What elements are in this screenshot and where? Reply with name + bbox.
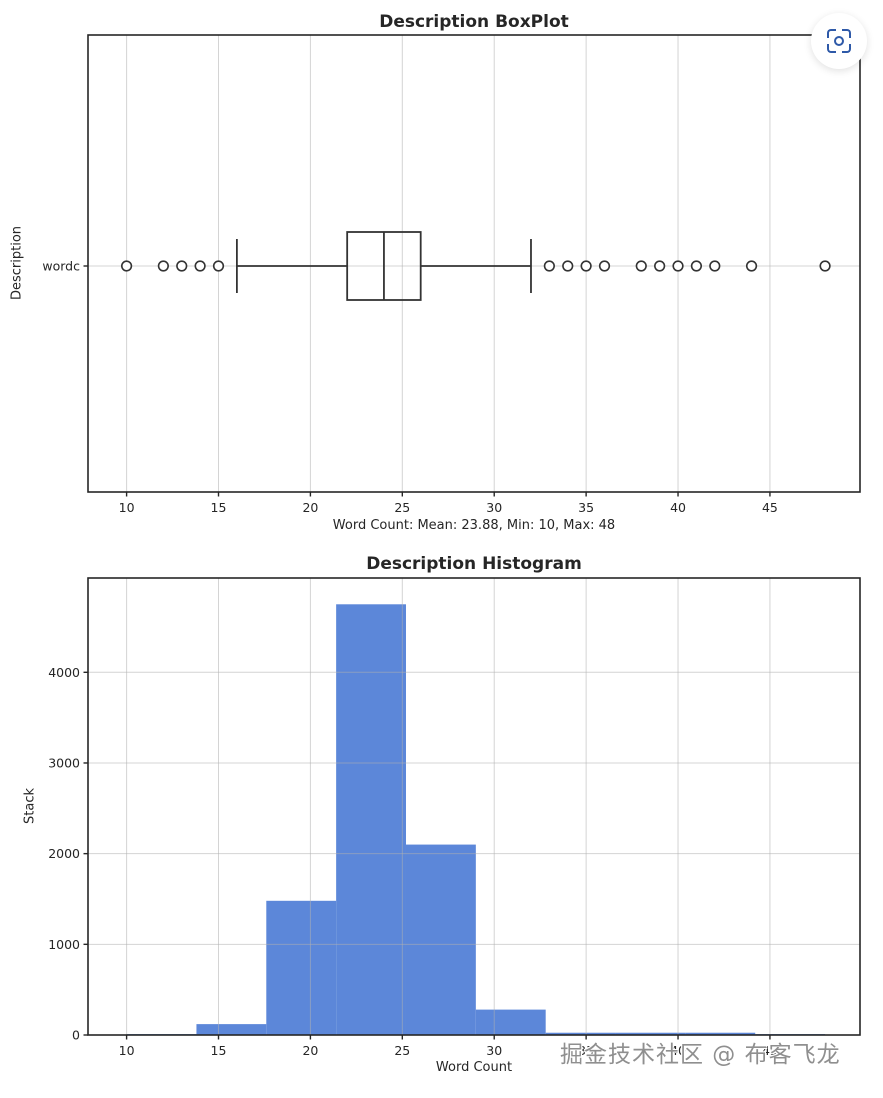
boxplot-title: Description BoxPlot	[379, 12, 569, 32]
boxplot-xlabel: Word Count: Mean: 23.88, Min: 10, Max: 4…	[332, 518, 616, 533]
histogram-bar	[685, 1032, 756, 1035]
scan-viewfinder-icon	[827, 29, 851, 53]
x-tick-label: 35	[578, 500, 594, 515]
outlier-point	[157, 260, 169, 272]
boxplot-ylabel: Description	[9, 225, 25, 301]
y-tick-label: wordc	[42, 259, 80, 274]
scan-corner-icon	[827, 29, 836, 38]
outlier-point	[212, 260, 225, 272]
x-tick-label: 20	[302, 1043, 318, 1058]
scan-corner-icon	[842, 44, 851, 53]
x-tick-label: 45	[762, 500, 778, 515]
outlier-point	[672, 260, 684, 272]
histogram-title: Description Histogram	[366, 554, 582, 574]
x-tick-label: 15	[211, 1043, 227, 1058]
x-tick-label: 20	[302, 500, 318, 515]
x-tick-label: 35	[578, 1043, 594, 1058]
x-tick-label: 40	[670, 1043, 686, 1058]
outlier-point	[598, 260, 611, 272]
boxplot-border	[87, 34, 861, 493]
outlier-point	[654, 260, 666, 272]
outlier-point	[709, 260, 721, 272]
y-tick-label: 1000	[48, 937, 80, 952]
outlier-point	[562, 260, 574, 272]
outlier-point	[745, 260, 758, 272]
x-tick-label: 10	[119, 500, 135, 515]
y-tick-label: 2000	[48, 846, 80, 861]
scan-corner-icon	[842, 29, 851, 38]
outlier-point	[635, 260, 647, 272]
histogram-border	[87, 577, 861, 1036]
x-tick-label: 45	[762, 1043, 778, 1058]
histogram-xlabel: Word Count	[435, 1060, 513, 1075]
histogram-ylabel: Stack	[22, 788, 38, 824]
scan-lens-icon	[834, 36, 844, 46]
x-tick-label: 40	[670, 500, 686, 515]
outlier-point	[819, 260, 831, 272]
scan-button[interactable]	[811, 13, 867, 69]
x-tick-label: 15	[211, 500, 227, 515]
y-tick-label: 0	[72, 1028, 80, 1043]
y-tick-label: 3000	[48, 755, 80, 770]
outlier-point	[176, 260, 188, 272]
x-tick-label: 25	[394, 500, 410, 515]
x-tick-label: 25	[394, 1043, 410, 1058]
watermark-text: 掘金技术社区 @ 布客飞龙	[560, 1042, 841, 1068]
y-tick-label: 4000	[48, 665, 80, 680]
histogram-bar	[266, 900, 337, 1035]
x-tick-label: 30	[486, 1043, 502, 1058]
x-tick-label: 30	[486, 500, 502, 515]
x-tick-label: 10	[119, 1043, 135, 1058]
scan-corner-icon	[827, 44, 836, 53]
histogram-bar	[336, 604, 406, 1035]
histogram-bar	[615, 1032, 686, 1035]
outlier-point	[194, 260, 206, 272]
histogram-bar	[405, 844, 476, 1035]
outlier-point	[120, 260, 133, 272]
histogram-bar	[475, 1009, 546, 1035]
outlier-point	[580, 260, 592, 272]
histogram-bar	[545, 1032, 616, 1035]
histogram-bar	[196, 1024, 267, 1035]
outlier-point	[690, 260, 703, 272]
outlier-point	[543, 260, 555, 272]
